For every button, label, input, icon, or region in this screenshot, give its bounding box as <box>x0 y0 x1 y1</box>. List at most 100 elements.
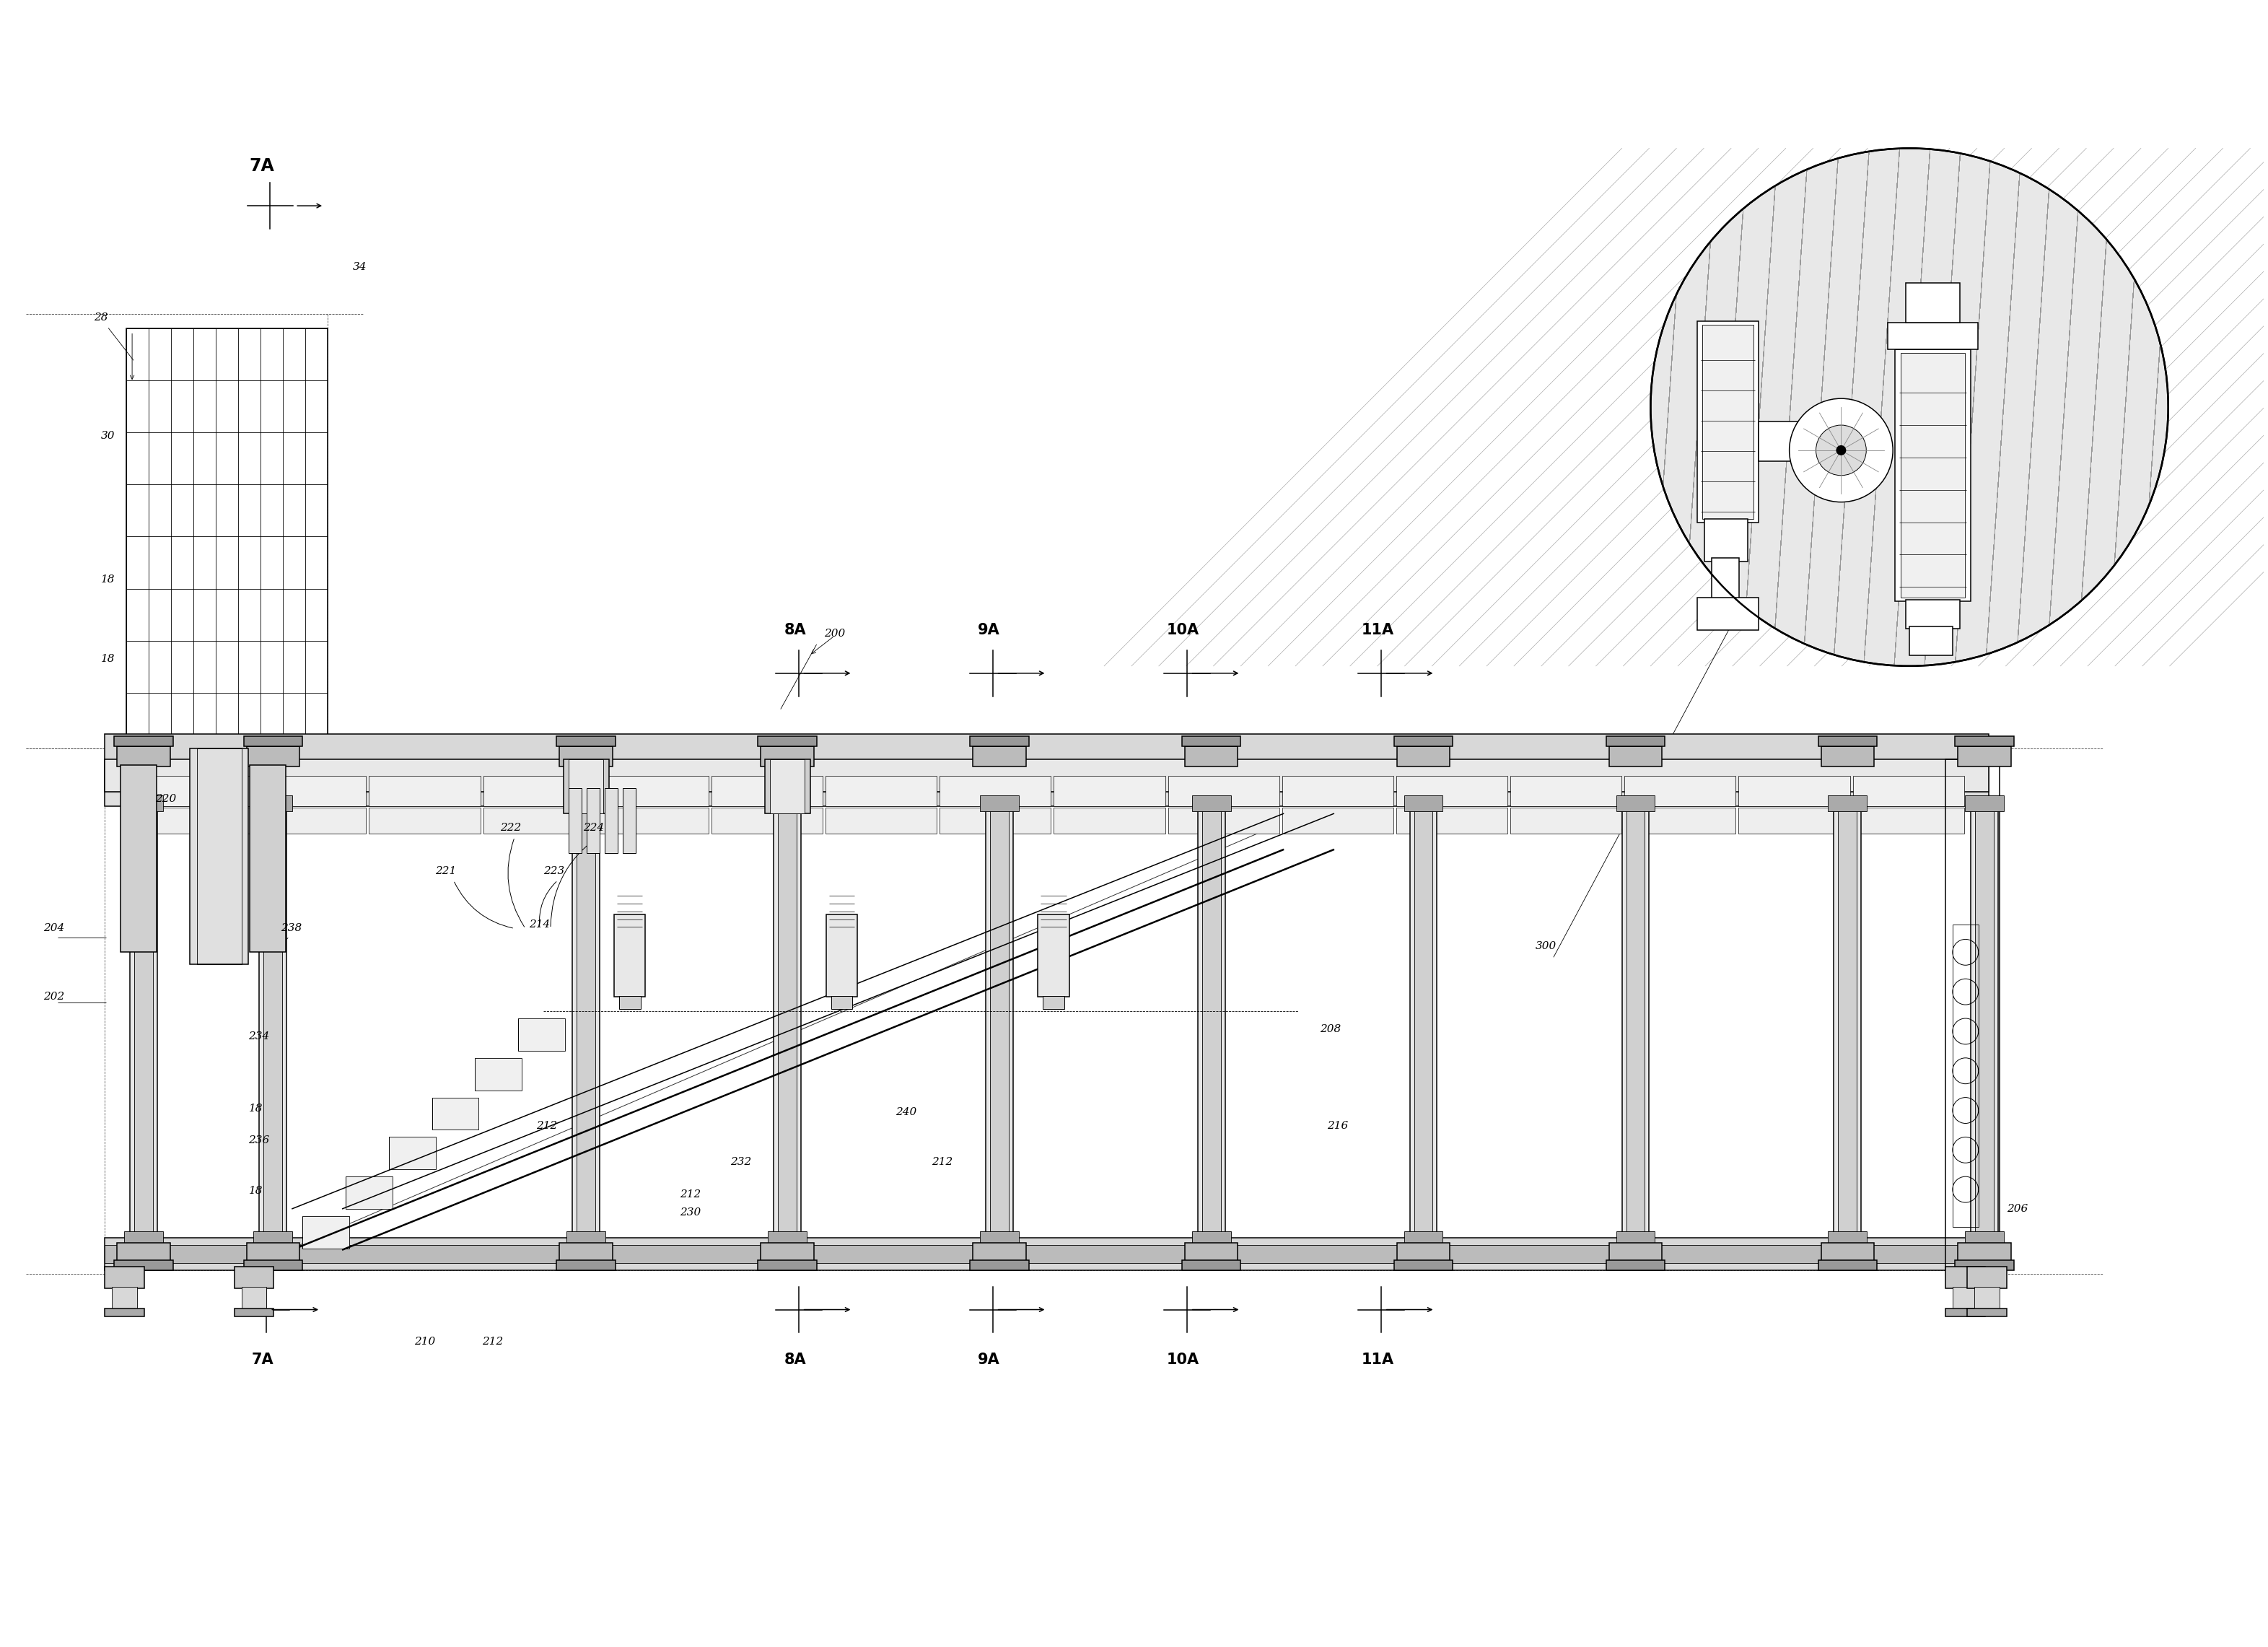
Bar <box>104 1308 145 1318</box>
Bar <box>1193 1232 1232 1243</box>
Bar <box>773 807 801 1237</box>
Text: 222: 222 <box>501 824 522 833</box>
Bar <box>240 1286 268 1309</box>
Bar <box>1696 321 1758 522</box>
Text: 8A: 8A <box>785 623 805 637</box>
Text: 9A: 9A <box>978 1352 1000 1367</box>
Bar <box>247 1243 299 1263</box>
Bar <box>104 759 1989 792</box>
Text: 200: 200 <box>823 629 846 639</box>
Bar <box>1617 1232 1656 1243</box>
Bar <box>989 807 1009 1237</box>
Bar <box>619 996 640 1010</box>
Bar <box>1712 558 1740 601</box>
Bar <box>1821 1243 1873 1263</box>
Text: 230: 230 <box>680 1207 701 1217</box>
Bar <box>1411 807 1438 1237</box>
Bar <box>1413 807 1433 1237</box>
Bar <box>826 807 937 833</box>
Text: 234: 234 <box>249 1031 270 1041</box>
Bar <box>1957 1243 2012 1263</box>
Text: 18: 18 <box>249 1186 263 1196</box>
Bar <box>1839 807 1857 1237</box>
Bar <box>973 746 1025 768</box>
Bar <box>569 759 603 814</box>
Bar <box>483 776 594 807</box>
Bar <box>1039 914 1070 996</box>
Text: 212: 212 <box>535 1122 558 1131</box>
Bar <box>127 328 327 744</box>
Bar <box>1964 1232 2003 1243</box>
Bar <box>1821 746 1873 768</box>
Bar <box>234 1267 274 1288</box>
Bar <box>125 1232 163 1243</box>
Bar <box>560 746 612 768</box>
Bar <box>567 1232 606 1243</box>
Bar <box>259 807 286 1237</box>
Bar <box>1740 776 1851 807</box>
Bar <box>1608 1243 1662 1263</box>
Bar <box>345 1176 392 1209</box>
Bar <box>826 776 937 807</box>
Bar <box>254 1232 293 1243</box>
Bar <box>200 744 238 917</box>
Bar <box>1193 796 1232 812</box>
Bar <box>1397 776 1508 807</box>
Text: 9A: 9A <box>978 623 1000 637</box>
Bar <box>254 796 293 812</box>
Bar <box>712 776 823 807</box>
Bar <box>1964 796 2003 812</box>
Bar <box>1606 736 1665 746</box>
Bar <box>1966 1308 2007 1318</box>
Bar <box>129 807 156 1237</box>
Text: 10A: 10A <box>1168 623 1200 637</box>
Bar <box>760 746 814 768</box>
Bar <box>615 914 646 996</box>
Bar <box>596 807 708 833</box>
Bar <box>1184 746 1238 768</box>
Bar <box>1202 807 1220 1237</box>
Bar <box>1622 807 1649 1237</box>
Bar <box>987 807 1014 1237</box>
Bar <box>1404 1232 1442 1243</box>
Bar <box>134 807 152 1237</box>
Bar <box>1055 776 1166 807</box>
Text: 206: 206 <box>2007 1204 2028 1214</box>
Bar <box>517 1018 565 1051</box>
Bar <box>118 1243 170 1263</box>
Bar <box>113 736 172 746</box>
Bar <box>1608 746 1662 768</box>
Bar <box>1606 1260 1665 1270</box>
Circle shape <box>1837 445 1846 455</box>
Bar <box>939 776 1050 807</box>
Bar <box>243 1260 302 1270</box>
Bar <box>1910 626 1953 656</box>
Bar <box>370 807 481 833</box>
Bar <box>1055 807 1166 833</box>
Bar <box>1955 736 2014 746</box>
Bar <box>572 807 599 1237</box>
Bar <box>1397 746 1449 768</box>
Bar <box>247 746 299 768</box>
Bar <box>1395 736 1454 746</box>
Bar <box>104 1237 1989 1270</box>
Bar <box>474 1057 522 1090</box>
Bar <box>1758 422 1830 461</box>
Bar <box>120 766 156 952</box>
Bar <box>560 1243 612 1263</box>
Bar <box>1957 746 2012 768</box>
Text: 223: 223 <box>544 866 565 876</box>
Bar <box>104 768 1989 807</box>
Text: 7A: 7A <box>252 1352 274 1367</box>
Bar <box>1819 1260 1878 1270</box>
Bar <box>104 1245 1989 1263</box>
Bar <box>1971 807 1998 1237</box>
Text: 210: 210 <box>415 1337 435 1347</box>
Bar <box>104 768 1989 792</box>
Bar <box>1966 1267 2007 1288</box>
Text: 208: 208 <box>1320 1024 1340 1034</box>
Bar <box>1973 1286 2000 1309</box>
Circle shape <box>1651 148 2168 665</box>
Bar <box>769 759 805 814</box>
Bar <box>556 1260 615 1270</box>
